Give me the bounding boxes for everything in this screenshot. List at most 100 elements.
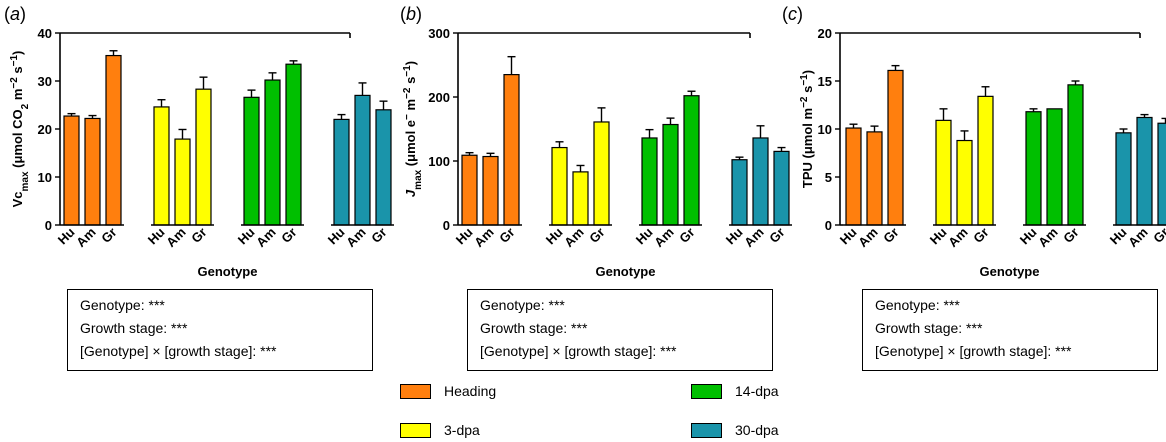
- legend-swatch-3dpa: [400, 422, 431, 438]
- stats-box-a: Genotype: *** Growth stage: *** [Genotyp…: [67, 289, 373, 371]
- bar: [153, 106, 170, 226]
- stats-line: [Genotype] × [growth stage]: ***: [480, 343, 677, 359]
- bar: [375, 109, 392, 226]
- panel-label: (a): [4, 4, 26, 24]
- x-tick-label: Hu: [55, 224, 78, 247]
- stats-box-c: Genotype: *** Growth stage: *** [Genotyp…: [862, 289, 1158, 371]
- stats-line: Genotype: ***: [875, 297, 960, 313]
- x-tick-label: Gr: [188, 225, 209, 246]
- x-tick-label: Hu: [633, 224, 656, 247]
- bar: [977, 95, 994, 226]
- stats-line: Genotype: ***: [80, 297, 165, 313]
- bar: [1046, 108, 1063, 226]
- x-tick-label: Hu: [723, 224, 746, 247]
- x-tick-label: Am: [73, 225, 98, 250]
- x-tick-label: Gr: [496, 225, 517, 246]
- bar: [1067, 84, 1084, 226]
- x-tick-label: Gr: [880, 225, 901, 246]
- x-tick-label: Gr: [98, 225, 119, 246]
- legend-label: 30-dpa: [735, 422, 779, 438]
- bar: [1115, 132, 1132, 226]
- y-tick-label: 0: [825, 218, 832, 233]
- bar: [243, 96, 260, 226]
- bar: [683, 95, 700, 226]
- stats-line: [Genotype] × [growth stage]: ***: [80, 343, 277, 359]
- x-tick-label: Gr: [368, 225, 389, 246]
- legend-item-30dpa: 30-dpa: [691, 422, 779, 438]
- y-axis-label: Jmax (μmol e− m−2 s−1): [402, 61, 424, 197]
- y-tick-label: 5: [825, 170, 832, 185]
- legend-swatch-14dpa: [691, 383, 722, 399]
- x-axis-label: Genotype: [596, 264, 656, 279]
- stats-line: [Genotype] × [growth stage]: ***: [875, 343, 1072, 359]
- x-tick-label: Am: [343, 225, 368, 250]
- x-tick-label: Hu: [235, 224, 258, 247]
- x-tick-label: Hu: [927, 224, 950, 247]
- bar: [174, 138, 191, 226]
- x-tick-label: Am: [945, 225, 970, 250]
- x-tick-label: Am: [163, 225, 188, 250]
- y-tick-label: 20: [38, 122, 52, 137]
- x-tick-label: Hu: [325, 224, 348, 247]
- bar: [354, 94, 371, 226]
- stats-line: Growth stage: ***: [875, 320, 983, 336]
- panel-label: (c): [782, 4, 803, 24]
- stats-line: Growth stage: ***: [480, 320, 588, 336]
- x-tick-label: Gr: [970, 225, 991, 246]
- stats-line: Growth stage: ***: [80, 320, 188, 336]
- x-tick-label: Am: [855, 225, 880, 250]
- x-tick-label: Am: [253, 225, 278, 250]
- bar: [1157, 122, 1166, 226]
- bar: [264, 79, 281, 226]
- x-tick-label: Gr: [1060, 225, 1081, 246]
- bar: [285, 63, 302, 226]
- x-tick-label: Gr: [1150, 225, 1166, 246]
- legend-swatch-heading: [400, 383, 431, 399]
- x-axis-label: Genotype: [198, 264, 258, 279]
- legend-item-3dpa: 3-dpa: [400, 422, 480, 438]
- y-tick-label: 15: [818, 74, 832, 89]
- stats-box-b: Genotype: *** Growth stage: *** [Genotyp…: [467, 289, 773, 371]
- bar: [63, 115, 80, 226]
- bar: [641, 137, 658, 226]
- bar: [935, 119, 952, 226]
- y-axis-label: TPU (μmol m−2 s−1): [799, 70, 816, 188]
- legend-item-heading: Heading: [400, 383, 496, 399]
- x-tick-label: Am: [471, 225, 496, 250]
- panel-label: (b): [400, 4, 422, 24]
- x-tick-label: Hu: [145, 224, 168, 247]
- x-tick-label: Gr: [676, 225, 697, 246]
- bar: [866, 131, 883, 226]
- bar: [84, 117, 101, 226]
- bar: [503, 73, 520, 226]
- bar: [887, 69, 904, 226]
- y-tick-label: 40: [38, 26, 52, 41]
- x-tick-label: Am: [651, 225, 676, 250]
- x-tick-label: Hu: [453, 224, 476, 247]
- x-tick-label: Gr: [766, 225, 787, 246]
- bar: [105, 54, 122, 226]
- bar: [195, 88, 212, 226]
- bar: [572, 171, 589, 226]
- x-tick-label: Gr: [278, 225, 299, 246]
- bar: [773, 150, 790, 226]
- x-tick-label: Hu: [1017, 224, 1040, 247]
- y-tick-label: 200: [428, 90, 450, 105]
- y-axis-label: Vcmax (μmol CO2 m−2 s−1): [9, 51, 31, 208]
- stats-line: Genotype: ***: [480, 297, 565, 313]
- legend-item-14dpa: 14-dpa: [691, 383, 779, 399]
- x-tick-label: Am: [741, 225, 766, 250]
- y-tick-label: 0: [45, 218, 52, 233]
- bar: [956, 139, 973, 226]
- x-tick-label: Am: [1035, 225, 1060, 250]
- bar: [1025, 111, 1042, 226]
- y-tick-label: 10: [38, 170, 52, 185]
- bar: [662, 123, 679, 226]
- y-tick-label: 10: [818, 122, 832, 137]
- bar: [482, 155, 499, 226]
- bar: [461, 154, 478, 226]
- bar: [551, 146, 568, 226]
- x-tick-label: Hu: [837, 224, 860, 247]
- y-tick-label: 300: [428, 26, 450, 41]
